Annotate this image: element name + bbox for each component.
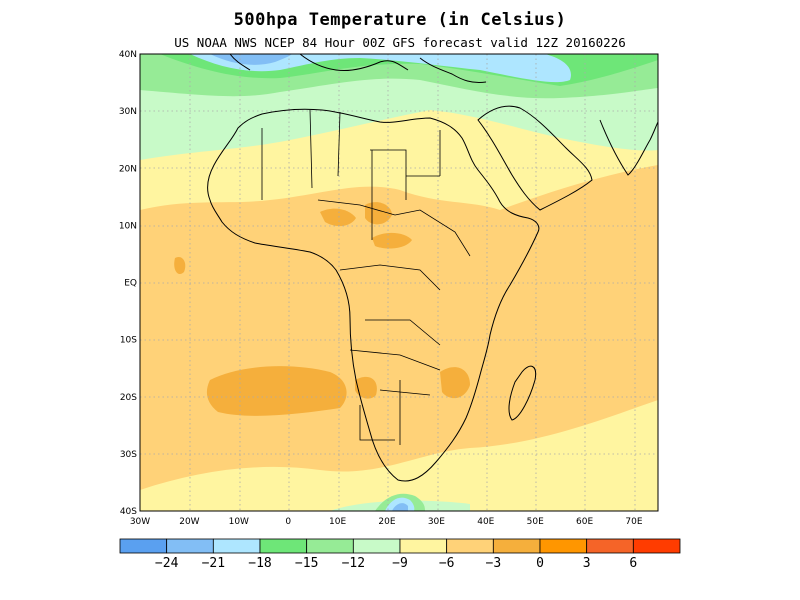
colorbar-tick-label: −3 (486, 556, 502, 571)
graticule (140, 54, 658, 511)
colorbar-tick-label: −15 (295, 556, 318, 571)
africa-coast (207, 108, 540, 482)
colorbar-swatch (632, 538, 681, 554)
colorbar-tick-label: −24 (155, 556, 179, 571)
latitude-tick-label: 10N (119, 221, 137, 231)
colorbar-swatch (259, 538, 308, 554)
longitude-tick-label: 70E (625, 517, 642, 527)
colorbar-tick-label: −21 (202, 556, 225, 571)
longitude-tick-label: 50E (527, 517, 544, 527)
longitude-tick-label: 10W (229, 517, 249, 527)
field-warm-south-atlantic (206, 366, 347, 416)
colorbar-tick-label: 0 (536, 556, 544, 571)
colorbar-tick-label: 3 (583, 556, 591, 571)
latitude-tick-label: 30N (119, 107, 137, 117)
coastlines (207, 54, 658, 482)
latitude-labels: 40N 30N 20N 10N EQ 10S 20S 30S 40S (119, 50, 137, 517)
colorbar-swatch (166, 538, 214, 554)
longitude-tick-label: 0 (285, 517, 291, 527)
colorbar-tick-label: −18 (248, 556, 271, 571)
latitude-tick-label: EQ (124, 279, 137, 289)
longitude-tick-label: 20W (179, 517, 199, 527)
colorbar-swatch (352, 538, 401, 554)
field-south-yellow (140, 400, 658, 511)
colorbar-tick-label: −6 (439, 556, 455, 571)
field-south-blue (392, 503, 408, 511)
longitude-tick-label: 10E (329, 517, 346, 527)
field-warm-atlantic (174, 256, 186, 275)
longitude-tick-label: 20E (378, 517, 395, 527)
map-frame (139, 53, 659, 512)
madagascar-coast (508, 365, 537, 421)
field-warm-sahel (320, 208, 356, 227)
longitude-tick-label: 60E (576, 517, 593, 527)
country-borders (261, 109, 471, 445)
field-north-blue (210, 54, 292, 65)
field-warm-kalahari (355, 376, 377, 399)
latitude-tick-label: 40S (120, 507, 137, 517)
field-north-lightblue (190, 54, 571, 83)
latitude-tick-label: 20S (120, 393, 137, 403)
longitude-tick-label: 40E (477, 517, 494, 527)
colorbar-swatch (586, 538, 634, 554)
colorbar-swatch (119, 538, 168, 554)
india-coast (599, 119, 658, 176)
colorbar-labels: −24 −21 −18 −15 −12 −9 −6 −3 0 3 6 (155, 556, 637, 571)
map-subtitle: US NOAA NWS NCEP 84 Hour 00Z GFS forecas… (174, 35, 626, 50)
colorbar-swatch (492, 538, 541, 554)
map-title: 500hpa Temperature (in Celsius) (233, 10, 567, 30)
colorbar-swatch (399, 538, 448, 554)
latitude-tick-label: 20N (119, 164, 137, 174)
latitude-tick-label: 10S (120, 336, 137, 346)
latitude-tick-label: 30S (120, 450, 137, 460)
europe-coast (229, 54, 487, 83)
longitude-tick-label: 30W (130, 517, 150, 527)
latitude-tick-label: 40N (119, 50, 137, 60)
longitude-tick-label: 30E (428, 517, 445, 527)
colorbar-tick-label: −12 (342, 556, 365, 571)
colorbar (119, 538, 681, 554)
arabia-coast (477, 105, 593, 211)
colorbar-tick-label: 6 (629, 556, 637, 571)
field-warm-mozambique (440, 367, 470, 399)
colorbar-swatch (306, 538, 354, 554)
colorbar-swatch (446, 538, 494, 554)
colorbar-swatch (212, 538, 261, 554)
colorbar-swatch (539, 538, 588, 554)
temperature-field (140, 54, 658, 511)
colorbar-tick-label: −9 (392, 556, 408, 571)
field-warm-cafr (372, 232, 412, 249)
longitude-labels: 30W 20W 10W 0 10E 20E 30E 40E 50E 60E 70E (130, 517, 643, 527)
